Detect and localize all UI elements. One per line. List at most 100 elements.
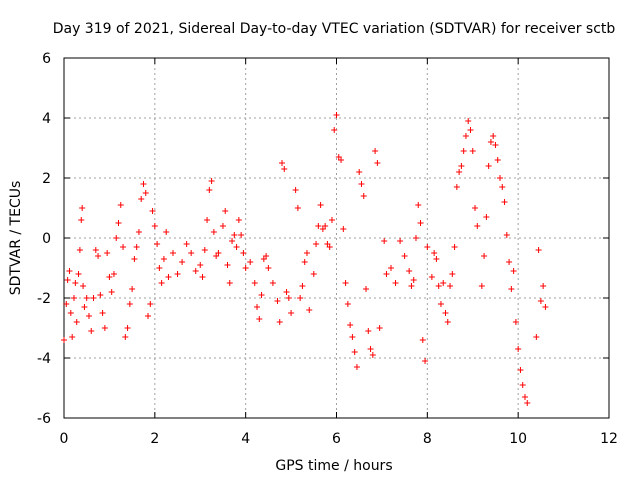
data-point bbox=[292, 187, 299, 193]
data-point bbox=[170, 250, 176, 256]
data-point bbox=[392, 280, 399, 286]
data-point bbox=[269, 280, 276, 286]
y-tick-label: 0 bbox=[42, 231, 51, 247]
data-point bbox=[474, 223, 481, 229]
data-point bbox=[156, 265, 163, 271]
data-point bbox=[117, 202, 124, 208]
data-point bbox=[95, 253, 102, 259]
data-point bbox=[122, 334, 129, 340]
data-point bbox=[224, 262, 231, 268]
x-tick-label: 12 bbox=[600, 431, 618, 447]
axis-ticks: 0 2 4 6 8 10 12 -6 -4 -2 0 2 4 6 bbox=[37, 51, 618, 447]
y-tick-label: 6 bbox=[42, 51, 51, 67]
data-point bbox=[154, 241, 161, 247]
data-point bbox=[226, 280, 233, 286]
data-point bbox=[315, 223, 322, 229]
data-point bbox=[478, 283, 485, 289]
x-tick-label: 0 bbox=[60, 431, 69, 447]
data-point bbox=[542, 304, 549, 310]
data-point bbox=[64, 277, 71, 283]
data-point bbox=[242, 265, 249, 271]
data-point bbox=[462, 133, 469, 139]
data-point bbox=[540, 283, 547, 289]
data-point bbox=[183, 241, 190, 247]
y-tick-label: 2 bbox=[42, 171, 51, 187]
y-tick-label: -4 bbox=[37, 351, 51, 367]
data-point bbox=[431, 250, 438, 256]
data-point bbox=[283, 289, 290, 295]
data-point bbox=[397, 238, 404, 244]
data-point bbox=[147, 301, 154, 307]
data-point bbox=[440, 280, 447, 286]
data-point bbox=[353, 364, 360, 370]
data-point bbox=[376, 325, 383, 331]
data-point bbox=[451, 244, 458, 250]
data-point bbox=[297, 295, 304, 301]
data-point bbox=[294, 205, 301, 211]
data-point bbox=[163, 229, 170, 235]
data-point bbox=[428, 274, 435, 280]
data-point bbox=[492, 142, 499, 148]
data-point bbox=[124, 325, 131, 331]
data-point bbox=[138, 196, 145, 202]
chart-title: Day 319 of 2021, Sidereal Day-to-day VTE… bbox=[53, 21, 616, 37]
data-point bbox=[72, 280, 79, 286]
data-point bbox=[465, 118, 472, 124]
data-point bbox=[85, 313, 92, 319]
data-point bbox=[515, 346, 522, 352]
x-tick-label: 2 bbox=[150, 431, 159, 447]
data-point bbox=[145, 313, 152, 319]
data-point bbox=[231, 232, 238, 238]
y-axis-label: SDTVAR / TECUs bbox=[8, 181, 24, 296]
data-point bbox=[197, 262, 204, 268]
data-point bbox=[106, 274, 113, 280]
data-point bbox=[344, 301, 351, 307]
data-point bbox=[66, 268, 73, 274]
data-point bbox=[133, 244, 140, 250]
data-point bbox=[524, 400, 531, 406]
data-point bbox=[412, 235, 419, 241]
data-point bbox=[472, 205, 479, 211]
data-point bbox=[288, 310, 295, 316]
data-point bbox=[301, 259, 308, 265]
data-point bbox=[521, 394, 528, 400]
data-point bbox=[201, 247, 208, 253]
data-point bbox=[165, 274, 172, 280]
data-point bbox=[140, 181, 147, 187]
data-point bbox=[490, 133, 497, 139]
data-point bbox=[263, 253, 270, 259]
x-tick-label: 4 bbox=[241, 431, 250, 447]
data-point bbox=[276, 319, 283, 325]
x-tick-label: 8 bbox=[423, 431, 432, 447]
data-point bbox=[135, 229, 142, 235]
data-point bbox=[433, 256, 440, 262]
data-point bbox=[365, 328, 372, 334]
data-point bbox=[131, 256, 138, 262]
data-point bbox=[279, 160, 285, 166]
data-point bbox=[401, 253, 408, 259]
data-point bbox=[408, 283, 415, 289]
data-point bbox=[247, 259, 254, 265]
data-point bbox=[360, 193, 367, 199]
data-point bbox=[388, 265, 394, 271]
data-point bbox=[115, 220, 122, 226]
data-point bbox=[326, 244, 333, 250]
data-point bbox=[481, 253, 488, 259]
data-point bbox=[158, 280, 165, 286]
data-point bbox=[422, 358, 429, 364]
data-point bbox=[174, 271, 181, 277]
data-point bbox=[129, 286, 136, 292]
data-point bbox=[208, 178, 215, 184]
data-point bbox=[206, 187, 213, 193]
data-point bbox=[506, 259, 513, 265]
data-point bbox=[222, 208, 229, 214]
data-point bbox=[497, 175, 503, 181]
data-point bbox=[238, 232, 245, 238]
data-point bbox=[349, 334, 356, 340]
data-point bbox=[285, 295, 292, 301]
data-point bbox=[519, 382, 526, 388]
data-point bbox=[219, 223, 226, 229]
data-point bbox=[435, 283, 442, 289]
data-point bbox=[281, 166, 288, 172]
y-tick-label: -6 bbox=[37, 411, 51, 427]
